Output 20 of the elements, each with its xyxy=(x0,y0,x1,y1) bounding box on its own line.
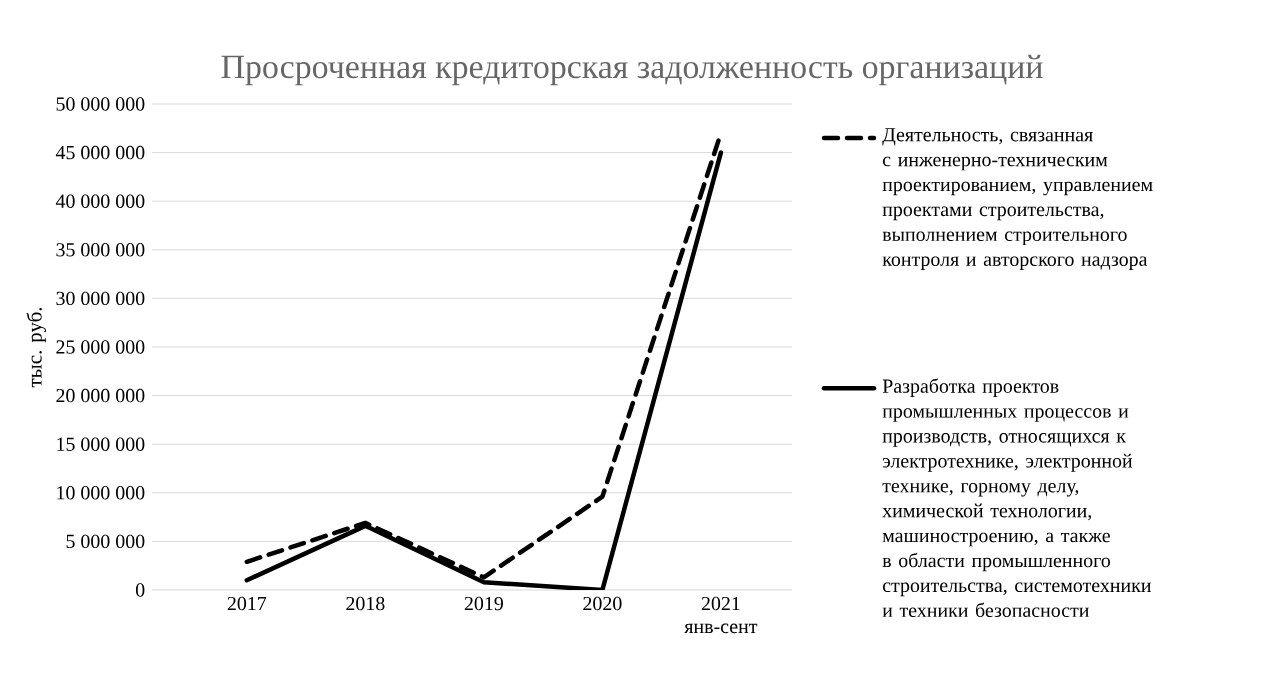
chart-title: Просроченная кредиторская задолженность организаций xyxy=(221,54,1043,86)
text: Разработка проектов промышленных процессов и производств, относящихся к электротехнике, электронной технике, горному делу, химической технологии, машиностроению, а также в области промышленного строительства, системотехники и техники безопасности xyxy=(882,378,1151,618)
y-tick-label: 5 000 000 xyxy=(66,534,145,549)
y-tick-label: 35 000 000 xyxy=(56,243,145,257)
x-tick-label: 2018 xyxy=(346,596,385,611)
x-tick-label: 2017 xyxy=(227,596,267,611)
y-tick-label: 30 000 000 xyxy=(56,291,145,306)
y-tick-label: 0 xyxy=(135,583,145,597)
y-tick-label: 10 000 000 xyxy=(57,486,145,500)
y-tick-label: 25 000 000 xyxy=(56,340,145,354)
y-tick-label: 45 000 000 xyxy=(55,145,145,160)
x-tick-label: 2021 янв-сент xyxy=(684,596,758,634)
x-tick-label: 2020 xyxy=(583,596,622,611)
x-tick-label: 2019 xyxy=(464,596,503,611)
y-axis-title: тыс. руб. xyxy=(26,307,47,388)
y-tick-label: 20 000 000 xyxy=(56,388,145,403)
y-tick-label: 50 000 000 xyxy=(56,97,145,111)
legend-label: Деятельность, связанная с инженерно-техническим проектированием, управлением проектами строительства, выполнением строительного контроля и авторского надзора xyxy=(882,128,1153,270)
y-tick-label: 15 000 000 xyxy=(57,437,145,451)
y-tick-label: 40 000 000 xyxy=(55,194,145,208)
